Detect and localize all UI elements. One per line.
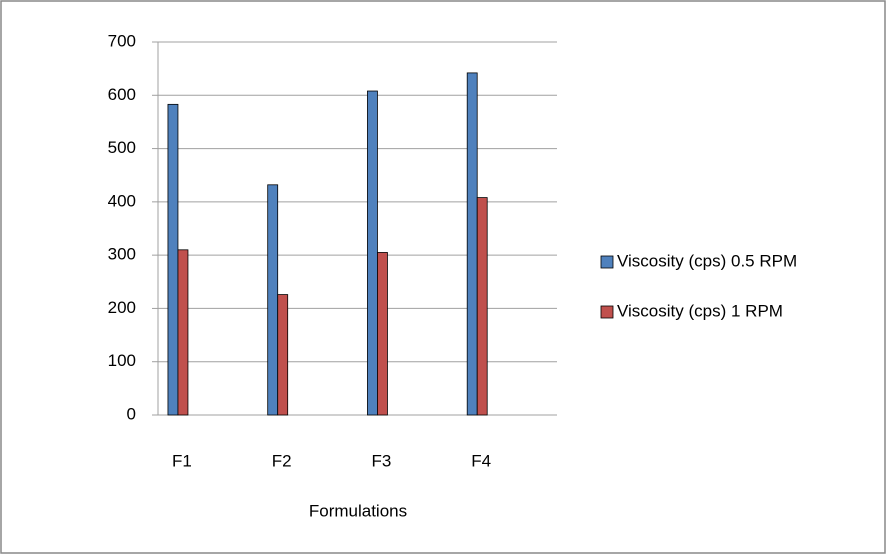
bar	[267, 184, 279, 416]
x-tick-label: F2	[272, 451, 292, 470]
y-tick-label: 400	[108, 191, 136, 210]
legend-label: Viscosity (cps) 0.5 RPM	[617, 251, 797, 270]
x-tick-label: F1	[172, 451, 192, 470]
y-tick-label: 0	[127, 404, 136, 423]
x-axis-title: Formulations	[309, 501, 407, 520]
x-tick-label: F4	[471, 451, 491, 470]
legend-swatch	[600, 255, 614, 269]
y-tick-label: 600	[108, 85, 136, 104]
y-tick-label: 300	[108, 245, 136, 264]
x-tick-label: F3	[372, 451, 392, 470]
bar	[377, 252, 388, 416]
bar	[476, 197, 488, 416]
bar	[367, 90, 378, 416]
y-tick-label: 500	[108, 138, 136, 157]
legend-label: Viscosity (cps) 1 RPM	[617, 301, 783, 320]
legend-swatch	[600, 305, 614, 319]
bar	[277, 294, 289, 416]
y-tick-label: 700	[108, 31, 136, 50]
bar	[466, 72, 478, 416]
y-tick-label: 200	[108, 298, 136, 317]
bar	[177, 249, 189, 416]
y-tick-label: 100	[108, 351, 136, 370]
bar	[167, 103, 179, 416]
